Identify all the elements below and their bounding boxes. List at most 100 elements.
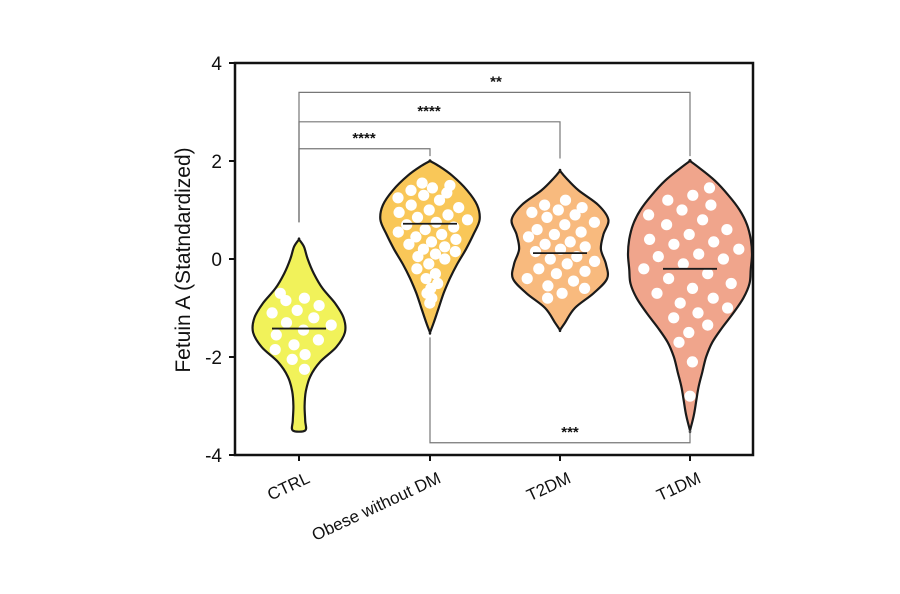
data-point <box>673 336 685 348</box>
data-point <box>561 258 573 270</box>
data-point <box>401 219 413 231</box>
comparison-bracket: *** <box>429 337 691 444</box>
data-point <box>308 312 320 324</box>
violin-group <box>379 159 481 335</box>
data-point <box>439 253 451 265</box>
data-point <box>554 243 567 255</box>
data-point <box>579 241 591 253</box>
data-point <box>529 246 542 258</box>
data-point <box>526 206 538 218</box>
data-point <box>717 253 730 265</box>
data-point <box>686 282 699 294</box>
data-point <box>559 194 572 206</box>
y-tick-label: 2 <box>211 152 222 173</box>
data-point <box>429 248 442 260</box>
data-point <box>544 253 556 265</box>
y-tick-label: -2 <box>205 348 222 369</box>
data-point <box>687 189 699 201</box>
comparison-bracket: ** <box>298 73 691 223</box>
data-point <box>453 202 465 214</box>
data-point <box>677 258 689 270</box>
violin-body <box>626 159 754 434</box>
y-axis: 4 2 0 -2 -4 <box>205 54 235 467</box>
data-point <box>663 273 675 285</box>
data-point <box>423 258 435 270</box>
data-point <box>579 282 591 294</box>
data-point <box>405 199 417 211</box>
data-point <box>521 273 533 285</box>
data-point <box>441 187 453 199</box>
data-point <box>266 307 278 319</box>
data-point <box>567 275 580 287</box>
data-point <box>697 214 709 226</box>
data-point <box>702 319 714 331</box>
data-point <box>436 228 448 241</box>
data-point <box>392 192 404 204</box>
bracket-line <box>429 337 691 444</box>
data-point <box>676 204 688 216</box>
data-point <box>579 265 591 277</box>
data-point <box>559 219 571 231</box>
data-point <box>433 194 446 206</box>
data-point <box>419 224 431 236</box>
data-point <box>661 219 673 231</box>
data-point <box>439 241 451 253</box>
data-point <box>442 209 454 221</box>
data-point <box>693 248 705 260</box>
data-point <box>674 297 686 309</box>
data-point <box>708 236 720 248</box>
data-point <box>411 211 424 223</box>
data-point <box>405 184 417 196</box>
data-point <box>280 295 292 307</box>
data-point <box>291 304 303 316</box>
data-point <box>548 228 561 241</box>
data-point <box>429 268 441 280</box>
data-point <box>652 251 664 263</box>
data-point <box>393 206 405 218</box>
data-point <box>564 236 576 248</box>
data-point <box>450 233 462 245</box>
data-point <box>707 292 719 304</box>
data-point <box>280 317 293 329</box>
significance-label: *** <box>561 424 579 441</box>
data-point <box>703 182 716 194</box>
data-point <box>550 268 563 280</box>
data-point <box>539 238 551 250</box>
data-point <box>313 300 325 312</box>
violin-group <box>251 237 347 433</box>
data-point <box>684 390 696 402</box>
bracket-line <box>298 91 691 223</box>
data-point <box>403 238 415 250</box>
data-point <box>425 236 438 248</box>
data-point <box>589 255 601 267</box>
y-axis-title: Fetuin A (Statndardized) <box>172 147 195 372</box>
violins <box>251 159 754 434</box>
data-point <box>411 263 423 275</box>
data-point <box>298 363 311 375</box>
data-point <box>725 277 737 290</box>
data-point <box>392 226 404 238</box>
data-point <box>542 280 554 292</box>
x-tick-label: Obese without DM <box>309 468 444 544</box>
data-point <box>423 204 435 216</box>
data-point <box>410 231 422 243</box>
data-point <box>556 287 568 299</box>
data-point <box>722 302 734 314</box>
data-point <box>298 292 310 304</box>
data-point <box>721 224 733 236</box>
data-point <box>702 268 714 280</box>
data-point <box>522 231 535 243</box>
data-point <box>643 209 655 221</box>
data-point <box>539 199 551 211</box>
data-point <box>299 349 311 361</box>
data-point <box>683 228 695 241</box>
data-point <box>542 292 554 304</box>
significance-label: **** <box>417 103 441 120</box>
data-point <box>733 243 745 255</box>
data-point <box>569 209 581 221</box>
data-point <box>662 194 674 206</box>
data-point <box>644 233 656 245</box>
data-point <box>651 287 663 299</box>
data-point <box>531 224 543 236</box>
